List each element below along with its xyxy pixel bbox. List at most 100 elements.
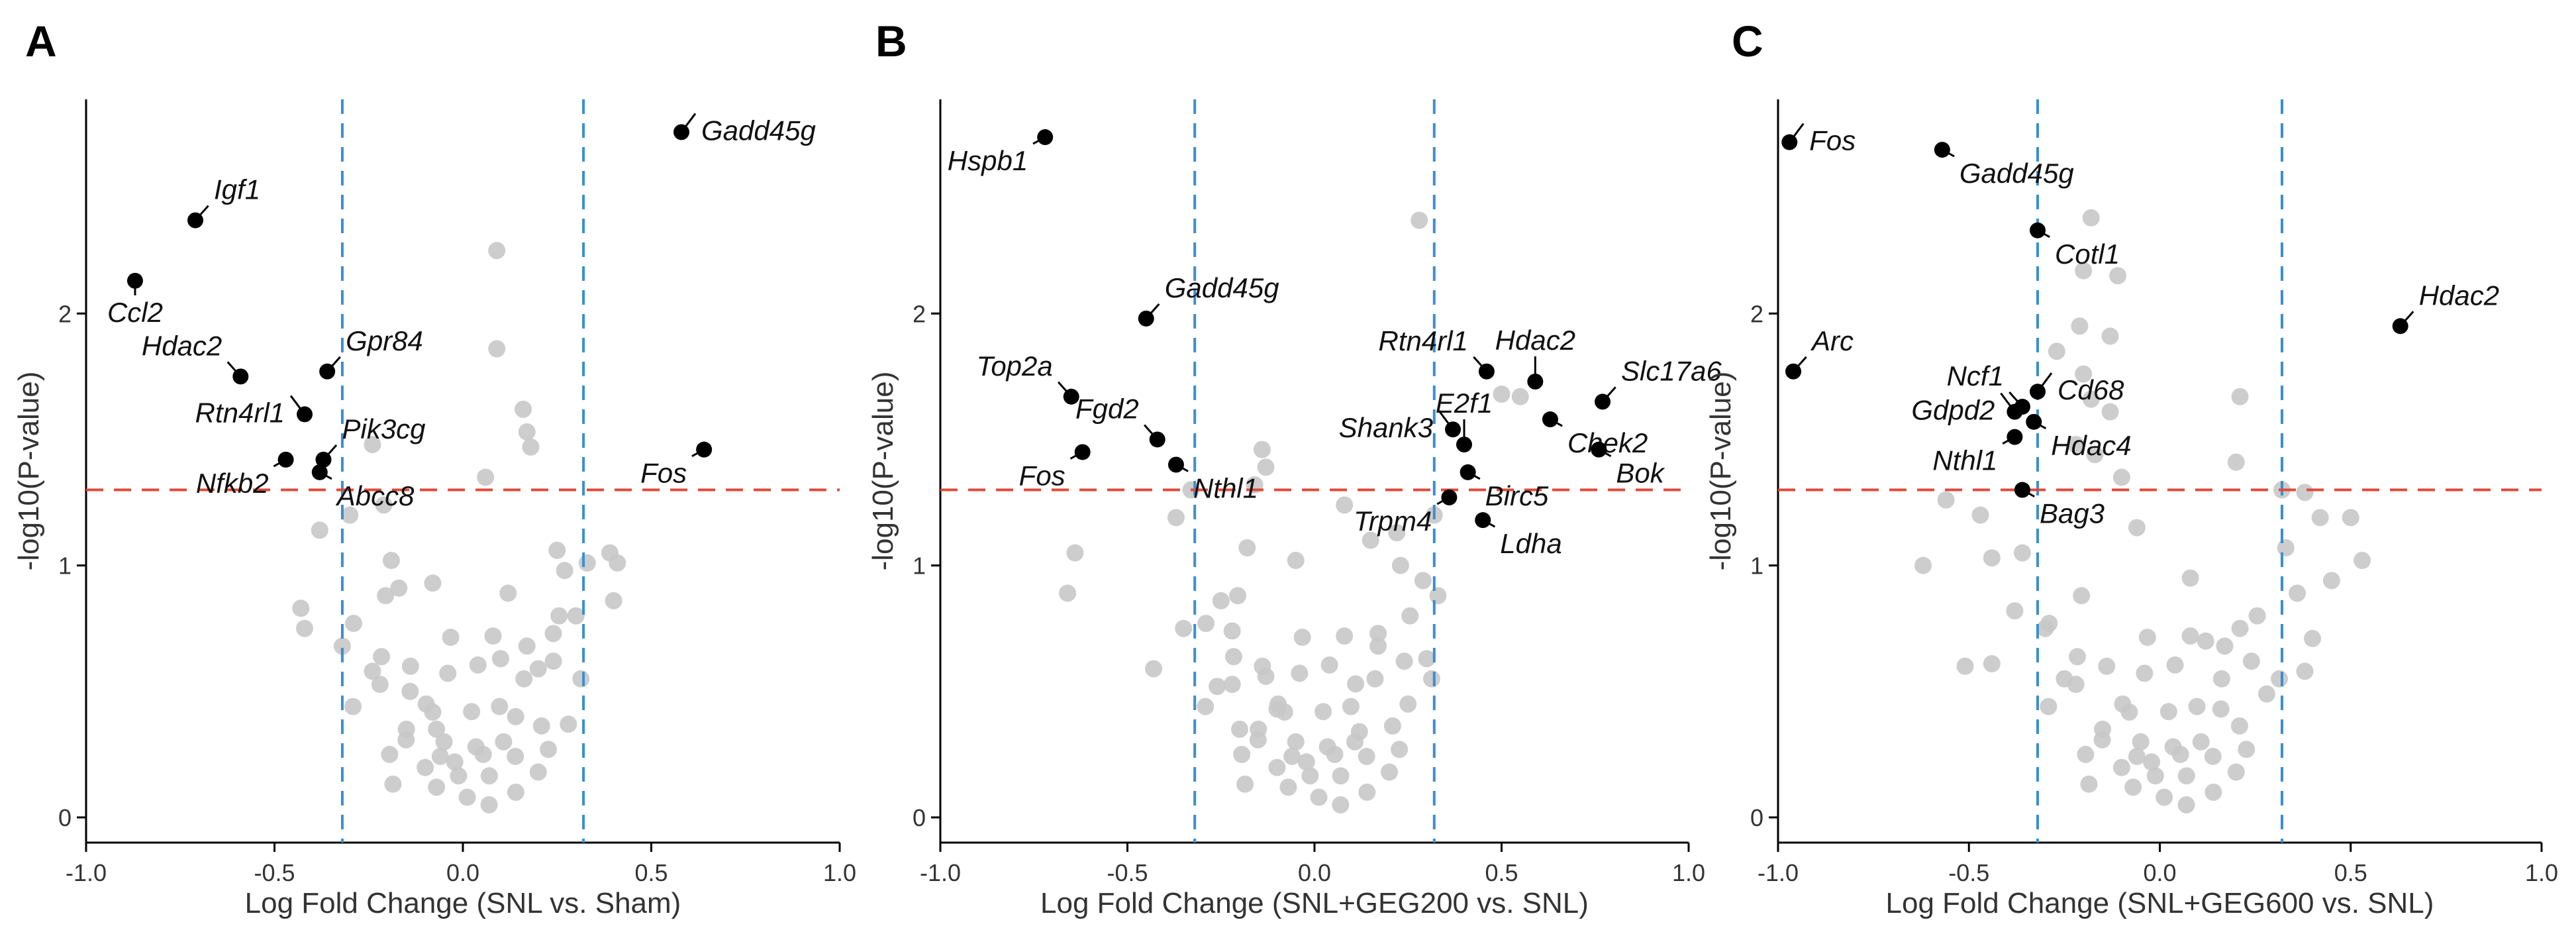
background-point [2248, 607, 2266, 625]
background-point [1347, 675, 1365, 693]
background-point [2204, 783, 2222, 801]
background-point [2257, 685, 2275, 703]
background-point [2067, 436, 2085, 454]
y-tick-label: 0 [1750, 804, 1763, 831]
y-tick-label: 2 [58, 300, 72, 327]
x-tick-label: -1.0 [1758, 859, 1799, 886]
x-axis-label: Log Fold Change (SNL+GEG600 vs. SNL) [1886, 887, 2434, 919]
background-point [373, 648, 391, 666]
x-tick-label: -1.0 [920, 859, 961, 886]
background-point [550, 607, 568, 625]
background-point [491, 650, 509, 668]
background-point [1287, 733, 1305, 751]
background-point [548, 541, 566, 559]
background-point [2073, 587, 2091, 605]
background-point [2289, 584, 2306, 602]
background-point [375, 496, 393, 514]
x-tick-label: 1.0 [2525, 859, 2558, 886]
gene-label: Cd68 [2057, 374, 2124, 405]
background-point [1291, 664, 1309, 682]
gene-label: Abcc8 [335, 480, 415, 511]
significant-point [1591, 441, 1607, 458]
background-point [371, 676, 389, 694]
background-point [292, 599, 310, 617]
background-point [2136, 664, 2154, 682]
gene-label: Gpr84 [346, 325, 423, 356]
background-point [1395, 652, 1413, 670]
significant-point [673, 124, 690, 140]
x-tick-label: 0.0 [2143, 859, 2176, 886]
significant-point [297, 406, 313, 423]
gene-label: Fgd2 [1075, 393, 1139, 424]
background-point [1983, 549, 2001, 567]
background-point [484, 627, 502, 645]
background-point [1229, 587, 1247, 605]
background-point [450, 767, 468, 785]
background-point [488, 340, 506, 358]
background-point [1314, 703, 1332, 721]
y-tick-label: 1 [913, 552, 926, 580]
background-point [2077, 745, 2095, 763]
background-point [1310, 788, 1328, 806]
gene-label: Fos [1809, 125, 1856, 156]
background-point [397, 731, 415, 749]
gene-label: E2f1 [1436, 388, 1493, 419]
significant-point [319, 363, 336, 380]
background-point [2177, 767, 2195, 785]
background-point [2166, 656, 2184, 674]
x-tick-label: 0.5 [1485, 859, 1518, 886]
significant-point [311, 464, 328, 480]
background-point [2068, 648, 2086, 666]
y-tick-label: 1 [1750, 552, 1763, 580]
background-point [2138, 629, 2156, 647]
background-point [428, 720, 446, 738]
panel-letter: B [875, 17, 907, 66]
background-point [556, 562, 573, 580]
background-point [2238, 741, 2255, 758]
y-tick-label: 0 [913, 804, 926, 831]
gene-label: Ncf1 [1947, 360, 2004, 391]
background-point [2188, 698, 2206, 715]
background-point [2128, 519, 2146, 537]
background-point [605, 592, 622, 609]
background-point [529, 660, 547, 678]
gene-label: Hdac2 [142, 330, 222, 361]
y-axis-label: -log10(P-value) [1705, 372, 1737, 571]
x-axis-label: Log Fold Change (SNL vs. Sham) [245, 887, 681, 919]
background-point [2231, 388, 2249, 405]
gene-label: Chek2 [1567, 427, 1648, 458]
background-point [442, 629, 460, 647]
background-point [458, 788, 476, 806]
background-point [2048, 342, 2065, 360]
background-point [424, 574, 442, 592]
x-axis-label: Log Fold Change (SNL+GEG200 vs. SNL) [1040, 887, 1589, 919]
background-point [439, 664, 457, 682]
background-point [2086, 446, 2104, 464]
background-point [540, 741, 558, 758]
significant-point [1478, 363, 1495, 380]
background-point [1257, 458, 1275, 476]
background-point [1287, 552, 1305, 570]
background-point [480, 767, 498, 785]
background-point [578, 554, 596, 572]
gene-label: Igf1 [214, 174, 260, 205]
background-point [2093, 731, 2111, 749]
background-point [2353, 552, 2371, 570]
background-point [311, 521, 328, 539]
gene-label: Hdac2 [1495, 325, 1575, 356]
y-tick-label: 1 [58, 552, 72, 580]
background-point [1326, 745, 1344, 763]
background-point [2098, 657, 2116, 675]
background-point [1493, 385, 1511, 403]
background-point [1145, 660, 1163, 678]
gene-label: Hdac2 [2419, 280, 2499, 311]
background-point [2296, 484, 2314, 501]
gene-label: Gdpd2 [1911, 395, 1995, 426]
background-point [2155, 788, 2173, 806]
significant-point [1475, 512, 1491, 529]
background-point [544, 625, 562, 643]
gene-label: Pik3cg [342, 413, 425, 444]
background-point [1383, 717, 1401, 735]
background-point [1066, 544, 1084, 562]
background-point [2181, 569, 2199, 587]
